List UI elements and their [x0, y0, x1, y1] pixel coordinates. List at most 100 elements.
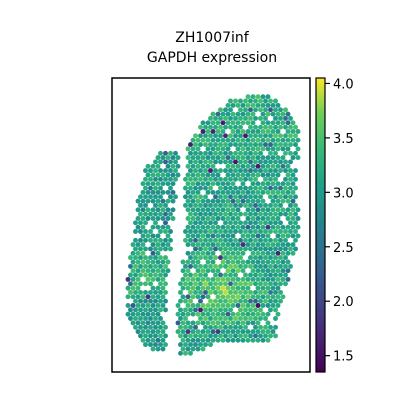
spot-point — [201, 216, 206, 221]
spot-point — [248, 159, 253, 164]
spot-point — [286, 225, 291, 230]
spot-point — [191, 225, 196, 230]
spot-point — [263, 159, 268, 164]
spot-point — [213, 229, 218, 234]
spot-point — [203, 125, 208, 130]
spot-point — [211, 164, 216, 169]
spot-point — [246, 207, 251, 212]
spot-point — [216, 242, 221, 247]
spot-point — [151, 207, 156, 212]
spot-point — [253, 316, 258, 321]
spot-point — [206, 277, 211, 282]
spot-point — [251, 251, 256, 256]
spot-point — [258, 238, 263, 243]
spot-point — [158, 212, 163, 217]
spot-point — [223, 116, 228, 121]
spot-point — [268, 107, 273, 112]
spot-point — [281, 294, 286, 299]
spot-point — [143, 307, 148, 312]
spot-point — [293, 246, 298, 251]
spot-point — [158, 203, 163, 208]
spot-point — [201, 286, 206, 291]
spot-point — [251, 155, 256, 160]
spot-point — [151, 320, 156, 325]
spot-point — [138, 203, 143, 208]
spot-point — [163, 177, 168, 182]
spot-point — [216, 320, 221, 325]
spot-point — [183, 342, 188, 347]
spot-point — [221, 155, 226, 160]
spot-point — [236, 277, 241, 282]
spot-point — [193, 203, 198, 208]
spot-point — [186, 320, 191, 325]
spot-point — [291, 120, 296, 125]
spot-point — [258, 333, 263, 338]
spot-point — [193, 307, 198, 312]
spot-point — [178, 307, 183, 312]
spot-point — [213, 151, 218, 156]
spot-point — [203, 159, 208, 164]
spot-point — [148, 299, 153, 304]
spot-point — [136, 216, 141, 221]
spot-point — [156, 277, 161, 282]
spot-point — [208, 316, 213, 321]
spot-point — [251, 199, 256, 204]
spot-point — [133, 299, 138, 304]
spot-point — [236, 173, 241, 178]
spot-point — [208, 342, 213, 347]
spot-point — [158, 246, 163, 251]
spot-point — [283, 177, 288, 182]
spot-point — [218, 281, 223, 286]
spot-point — [271, 303, 276, 308]
spot-point — [146, 294, 151, 299]
spot-point — [138, 255, 143, 260]
spot-point — [196, 146, 201, 151]
spot-point — [261, 199, 266, 204]
spot-point — [223, 203, 228, 208]
spot-point — [188, 299, 193, 304]
spot-point — [233, 264, 238, 269]
spot-point — [183, 264, 188, 269]
spot-point — [136, 294, 141, 299]
spot-point — [258, 133, 263, 138]
spot-point — [148, 316, 153, 321]
spot-point — [231, 303, 236, 308]
spot-point — [158, 281, 163, 286]
spot-point — [251, 103, 256, 108]
spot-point — [201, 312, 206, 317]
spot-point — [226, 225, 231, 230]
spot-point — [193, 177, 198, 182]
spot-point — [161, 303, 166, 308]
spot-point — [241, 164, 246, 169]
spot-point — [191, 199, 196, 204]
spot-point — [211, 173, 216, 178]
spot-point — [211, 155, 216, 160]
spot-point — [238, 316, 243, 321]
spot-point — [198, 177, 203, 182]
spot-point — [131, 286, 136, 291]
spot-point — [278, 212, 283, 217]
spot-point — [138, 316, 143, 321]
spot-point — [136, 199, 141, 204]
spot-point — [286, 129, 291, 134]
spot-point — [221, 129, 226, 134]
spot-point — [141, 268, 146, 273]
spot-point — [283, 212, 288, 217]
spot-point — [203, 151, 208, 156]
spot-point — [296, 138, 301, 143]
spot-point — [156, 303, 161, 308]
spot-point — [256, 277, 261, 282]
spot-point — [223, 255, 228, 260]
spot-point — [151, 251, 156, 256]
spot-point — [273, 264, 278, 269]
spot-point — [293, 229, 298, 234]
spot-point — [126, 277, 131, 282]
spot-point — [268, 333, 273, 338]
spot-point — [191, 138, 196, 143]
spot-point — [263, 107, 268, 112]
spot-point — [141, 207, 146, 212]
spot-point — [238, 203, 243, 208]
spot-point — [213, 307, 218, 312]
spot-point — [258, 194, 263, 199]
colorbar — [316, 78, 325, 372]
